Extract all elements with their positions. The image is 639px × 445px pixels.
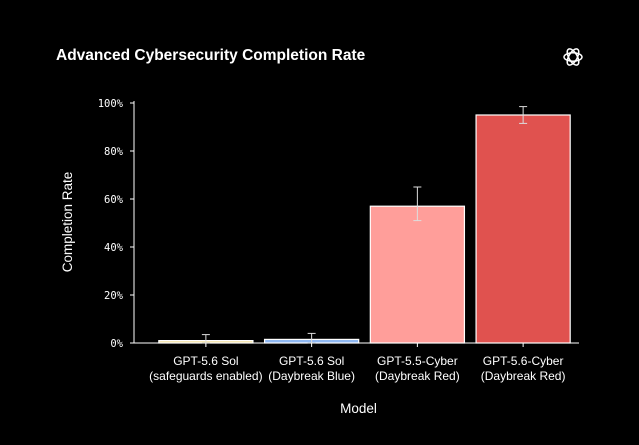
- y-tick-label: 0%: [110, 338, 123, 350]
- y-tick-label: 80%: [104, 146, 124, 158]
- bar: [475, 114, 571, 344]
- y-tick-label: 40%: [104, 242, 124, 254]
- x-tick-label: GPT-5.6 Sol: [279, 354, 344, 368]
- x-tick-label: GPT-5.5-Cyber: [377, 354, 458, 368]
- x-axis-title: Model: [340, 401, 377, 416]
- y-axis-title: Completion Rate: [60, 172, 75, 273]
- x-tick-label: (Daybreak Red): [481, 369, 566, 383]
- x-tick-label: GPT-5.6-Cyber: [483, 354, 564, 368]
- x-tick-label: GPT-5.6 Sol: [173, 354, 238, 368]
- x-tick-label: (safeguards enabled): [149, 369, 262, 383]
- chart-title: Advanced Cybersecurity Completion Rate: [56, 47, 366, 64]
- bar: [369, 205, 466, 344]
- x-tick-label: (Daybreak Red): [375, 369, 460, 383]
- openai-logo-icon: [563, 48, 583, 66]
- y-tick-label: 60%: [104, 194, 124, 206]
- y-tick-label: 100%: [98, 98, 124, 110]
- y-tick-label: 20%: [104, 290, 124, 302]
- x-tick-label: (Daybreak Blue): [268, 369, 355, 383]
